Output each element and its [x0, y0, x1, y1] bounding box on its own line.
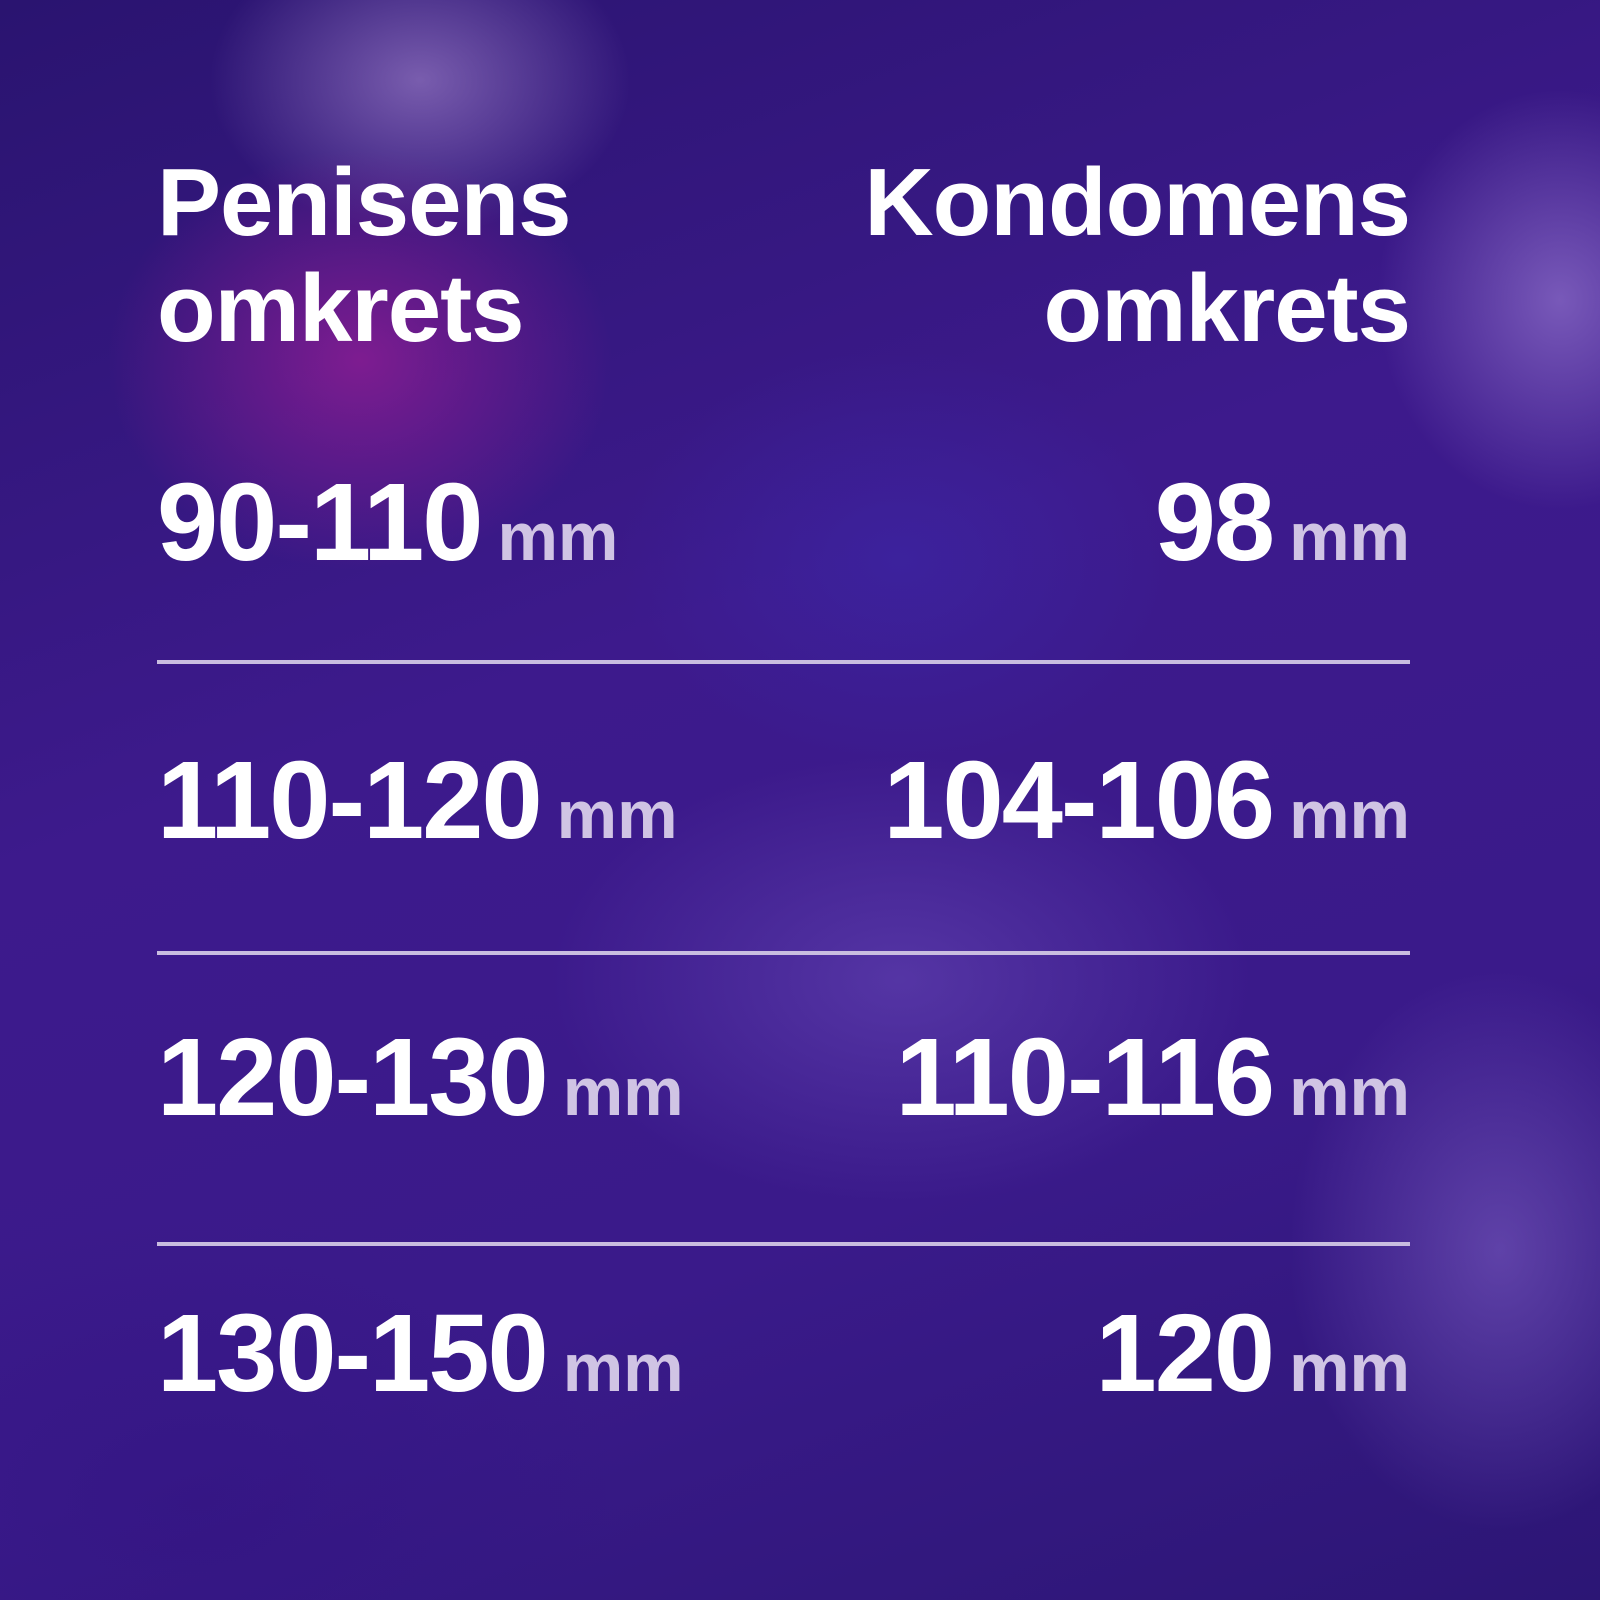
condom-circumference-heading: Kondomens omkrets: [864, 149, 1411, 362]
heading-line: Kondomens: [864, 149, 1411, 256]
table-row: 120-130 mm 110-116 mm: [157, 1023, 1410, 1133]
table-row: 110-120 mm 104-106 mm: [157, 746, 1410, 856]
row-divider: [157, 660, 1410, 664]
row-divider: [157, 1242, 1410, 1246]
penis-value: 90-110 mm: [157, 461, 619, 584]
condom-value: 120 mm: [1095, 1292, 1410, 1415]
table-row: 90-110 mm 98 mm: [157, 468, 1410, 578]
condom-value: 104-106 mm: [883, 739, 1410, 862]
penis-value: 110-120 mm: [157, 739, 678, 862]
condom-value: 98 mm: [1154, 461, 1410, 584]
heading-line: omkrets: [1043, 255, 1411, 362]
penis-value: 130-150 mm: [157, 1292, 684, 1415]
row-divider: [157, 951, 1410, 955]
penis-value: 120-130 mm: [157, 1016, 684, 1139]
condom-value: 110-116 mm: [895, 1016, 1411, 1139]
heading-line: omkrets: [157, 255, 524, 362]
penis-circumference-heading: Penisens omkrets: [157, 149, 572, 362]
table-row: 130-150 mm 120 mm: [157, 1299, 1410, 1409]
heading-line: Penisens: [157, 149, 572, 256]
